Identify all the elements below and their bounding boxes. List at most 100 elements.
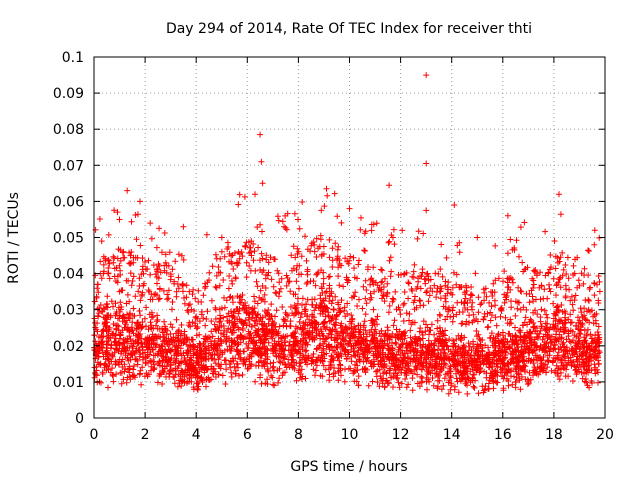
data-point [268, 333, 275, 340]
data-point [520, 304, 527, 311]
data-point [581, 315, 588, 321]
data-point [188, 306, 195, 313]
data-point [547, 288, 554, 295]
data-point [591, 292, 598, 299]
data-point [94, 359, 101, 366]
data-point [287, 323, 294, 330]
data-point [172, 258, 179, 265]
data-point [385, 345, 392, 352]
data-point [348, 312, 355, 319]
data-point [326, 236, 333, 243]
data-point [384, 289, 391, 296]
data-point [333, 319, 340, 326]
data-point [310, 314, 317, 321]
data-point [120, 248, 127, 255]
data-point [223, 366, 230, 373]
data-point [236, 372, 242, 379]
data-point [204, 366, 211, 373]
data-point [321, 318, 328, 325]
data-point [276, 288, 283, 295]
data-point [302, 319, 309, 326]
data-point [229, 337, 236, 344]
data-point [486, 364, 493, 371]
data-point [131, 363, 137, 369]
data-point [438, 241, 445, 248]
data-point [378, 288, 385, 295]
data-point [561, 353, 568, 360]
data-point [136, 353, 143, 360]
data-point [405, 280, 412, 287]
data-point [464, 306, 471, 313]
data-point [203, 231, 210, 238]
data-point [386, 238, 393, 245]
data-point [491, 360, 498, 367]
data-point [417, 285, 424, 292]
data-point [499, 329, 506, 336]
data-point [175, 251, 182, 258]
data-point [435, 343, 442, 350]
data-point [552, 336, 559, 343]
data-point [490, 368, 496, 375]
data-point [259, 269, 266, 276]
data-point [228, 369, 235, 376]
data-point [492, 342, 499, 349]
data-point [571, 297, 578, 304]
data-point [409, 319, 416, 326]
data-point [326, 254, 333, 261]
data-point [274, 213, 281, 220]
data-point [435, 383, 441, 390]
data-point [178, 322, 185, 328]
data-point [306, 316, 313, 323]
data-point [469, 299, 476, 306]
data-point [124, 187, 131, 194]
data-point [544, 295, 551, 302]
data-point [297, 314, 304, 321]
data-point [442, 327, 449, 334]
data-point [414, 283, 421, 290]
data-point [363, 300, 370, 307]
data-point [470, 343, 477, 350]
data-point [154, 379, 161, 386]
data-point [152, 333, 159, 340]
data-point [381, 384, 388, 391]
data-point [334, 354, 341, 361]
data-point [383, 293, 390, 300]
data-point [284, 210, 291, 217]
data-point [374, 313, 381, 320]
data-point [344, 300, 351, 307]
data-point [492, 314, 499, 321]
data-point [405, 381, 412, 388]
data-point [285, 279, 292, 285]
data-point [396, 328, 403, 335]
data-point [312, 282, 319, 289]
data-point [441, 360, 448, 367]
data-point [497, 305, 504, 312]
data-point [287, 303, 294, 310]
data-point [412, 345, 419, 352]
data-point [274, 267, 281, 274]
data-point [341, 304, 348, 311]
data-point [523, 306, 530, 313]
data-point [403, 370, 410, 377]
data-point [122, 346, 129, 353]
data-point [91, 298, 98, 305]
data-point [122, 321, 129, 328]
data-point [245, 340, 252, 347]
data-point [173, 367, 179, 374]
data-point [463, 379, 470, 386]
data-point [312, 304, 319, 311]
data-point [572, 367, 579, 374]
data-point [474, 234, 481, 241]
data-point [195, 287, 202, 294]
data-point [367, 290, 374, 297]
data-point [196, 318, 203, 325]
data-point [420, 318, 427, 325]
data-point [571, 270, 578, 277]
data-point [326, 273, 333, 280]
data-point [509, 276, 516, 283]
data-point [138, 325, 145, 331]
data-point [556, 376, 563, 383]
data-point [562, 294, 569, 301]
data-point [446, 377, 453, 384]
data-point [254, 283, 261, 290]
